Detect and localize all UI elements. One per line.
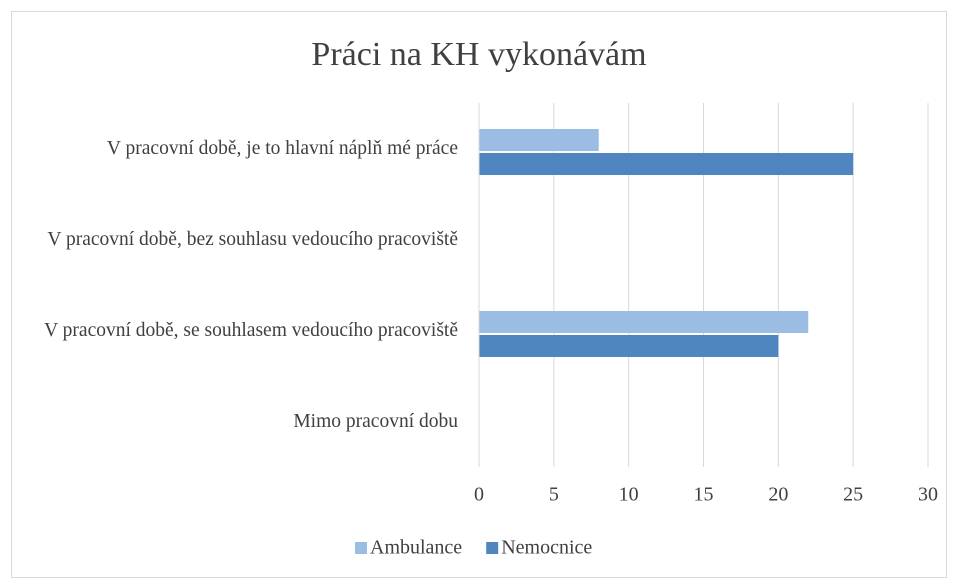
legend-label: Ambulance: [370, 537, 462, 559]
category-label: V pracovní době, bez souhlasu vedoucího …: [47, 228, 458, 250]
x-tick-label: 25: [843, 484, 863, 506]
legend-swatch: [355, 542, 367, 554]
x-tick-label: 10: [619, 484, 639, 506]
x-tick-label: 30: [918, 484, 938, 506]
legend-swatch: [486, 542, 499, 554]
category-label: Mimo pracovní dobu: [293, 410, 458, 432]
x-tick-label: 15: [694, 484, 714, 506]
legend-label: Nemocnice: [501, 537, 592, 559]
bar: [479, 311, 809, 333]
bar: [479, 335, 779, 357]
bar: [479, 153, 854, 175]
x-tick-label: 20: [768, 484, 788, 506]
category-label: V pracovní době, se souhlasem vedoucího …: [44, 319, 458, 341]
bar: [479, 129, 599, 151]
x-tick-label: 5: [549, 484, 559, 506]
chart-title: Práci na KH vykonávám: [311, 36, 646, 73]
x-tick-label: 0: [474, 484, 484, 506]
category-label: V pracovní době, je to hlavní náplň mé p…: [106, 137, 458, 159]
